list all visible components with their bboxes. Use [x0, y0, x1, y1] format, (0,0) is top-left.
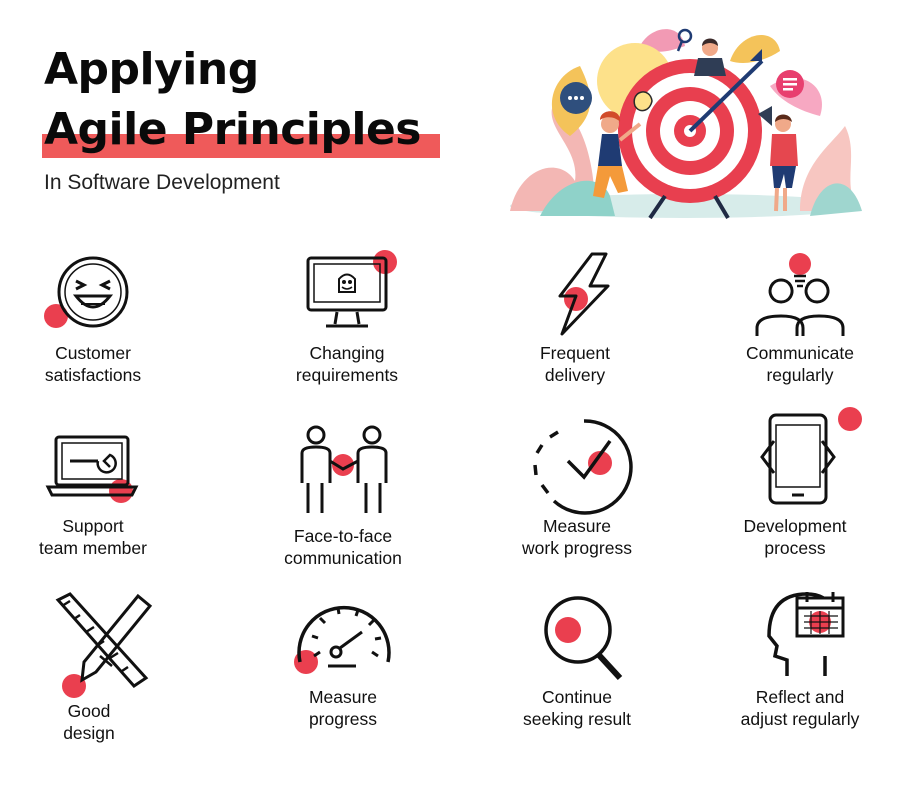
- page-title-line-1: Applying: [44, 44, 259, 95]
- principle-label: Frequent delivery: [490, 342, 660, 386]
- principle-label-line-1: Face-to-face: [293, 526, 393, 546]
- team-lightbulb-icon: [755, 253, 845, 336]
- principle-label-line-1: Reflect and: [755, 687, 845, 707]
- page-title-line-2: Agile Principles: [44, 104, 422, 155]
- principle-label-line-1: Frequent: [539, 343, 611, 363]
- principle-continue-seeking-result: Continue seeking result: [492, 596, 662, 730]
- principle-label-line-2: team member: [39, 538, 147, 558]
- principle-development-process: Development process: [710, 407, 880, 559]
- principle-label: Reflect and adjust regularly: [715, 686, 885, 730]
- principle-label: Good design: [4, 700, 174, 744]
- principle-good-design: Good design: [4, 590, 174, 744]
- principle-label-line-2: satisfactions: [44, 365, 142, 385]
- principle-label-line-2: requirements: [295, 365, 399, 385]
- principle-label-line-2: communication: [284, 548, 402, 568]
- principle-label-line-2: process: [764, 538, 826, 558]
- lightning-bolt-icon: [558, 252, 610, 336]
- principle-label-line-1: Good: [67, 701, 111, 721]
- speedometer-icon: [294, 605, 391, 674]
- target-team-illustration: [510, 28, 862, 220]
- laptop-wrench-icon: [45, 435, 139, 503]
- principle-face-to-face-communication: Face-to-face communication: [258, 425, 428, 569]
- magnifier-icon: [544, 596, 623, 681]
- principle-label: Measure progress: [258, 686, 428, 730]
- principle-label-line-2: work progress: [522, 538, 632, 558]
- principle-changing-requirements: Changing requirements: [262, 250, 432, 386]
- handshake-people-icon: [300, 425, 388, 513]
- principle-label-line-1: Communicate: [746, 343, 854, 363]
- principle-label: Support team member: [8, 515, 178, 559]
- principle-label-line-2: delivery: [544, 365, 606, 385]
- principle-label-line-1: Continue: [541, 687, 613, 707]
- principle-label: Development process: [710, 515, 880, 559]
- principle-label: Face-to-face communication: [258, 525, 428, 569]
- principle-label: Customer satisfactions: [8, 342, 178, 386]
- principle-label-line-1: Measure: [542, 516, 612, 536]
- principle-label: Continue seeking result: [492, 686, 662, 730]
- principle-frequent-delivery: Frequent delivery: [490, 252, 660, 386]
- title-highlight-bar: [42, 134, 440, 158]
- mobile-code-icon: [760, 407, 862, 505]
- monitor-icon: [306, 250, 397, 328]
- principle-measure-work-progress: Measure work progress: [492, 419, 662, 559]
- ruler-pencil-icon: [55, 592, 153, 698]
- principle-label-line-2: adjust regularly: [740, 709, 860, 729]
- principle-label-line-1: Measure: [308, 687, 378, 707]
- principle-communicate-regularly: Communicate regularly: [715, 252, 885, 386]
- principle-label-line-1: Support: [62, 516, 124, 536]
- principle-customer-satisfactions: Customer satisfactions: [8, 252, 178, 386]
- principle-label-line-1: Development: [743, 516, 847, 536]
- principle-label: Communicate regularly: [715, 342, 885, 386]
- page-subtitle: In Software Development: [44, 171, 280, 194]
- principle-reflect-and-adjust-regularly: Reflect and adjust regularly: [715, 592, 885, 730]
- principle-label-line-2: seeking result: [523, 709, 631, 729]
- principle-support-team-member: Support team member: [8, 425, 178, 559]
- principle-label-line-1: Customer: [55, 343, 131, 363]
- smiley-face-icon: [44, 256, 129, 328]
- principle-label-line-2: regularly: [766, 365, 834, 385]
- principle-label-line-2: design: [63, 723, 115, 743]
- principle-label: Measure work progress: [492, 515, 662, 559]
- principle-label-line-2: progress: [308, 709, 378, 729]
- principle-label-line-1: Changing: [309, 343, 385, 363]
- principle-measure-progress: Measure progress: [258, 596, 428, 730]
- progress-check-icon: [533, 419, 633, 515]
- principle-label: Changing requirements: [262, 342, 432, 386]
- head-calendar-icon: [767, 592, 845, 676]
